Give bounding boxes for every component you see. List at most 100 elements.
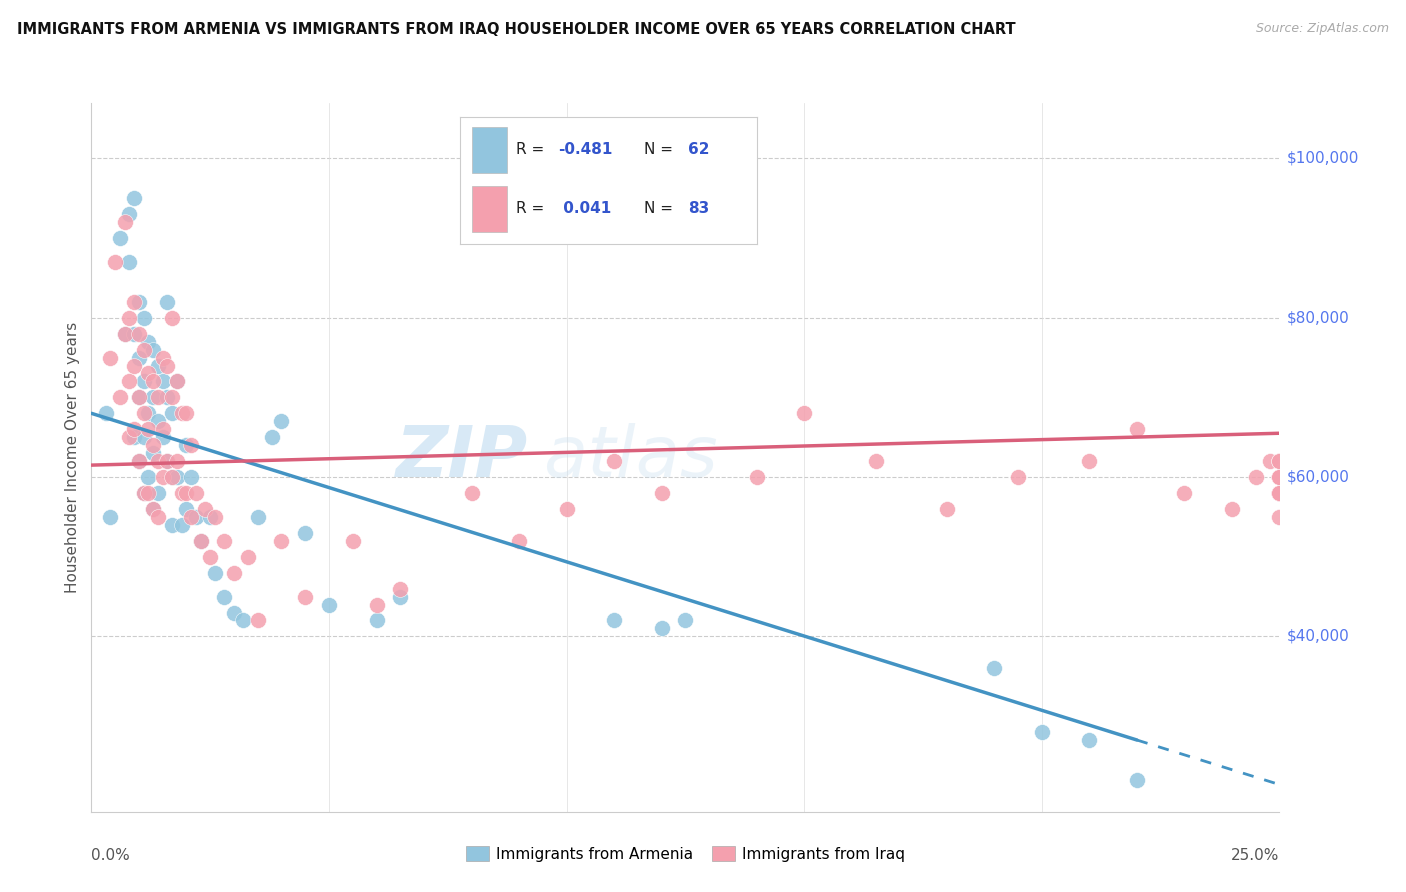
- Point: [555, 502, 578, 516]
- Point: [651, 622, 673, 636]
- Point: [603, 454, 626, 468]
- Point: [132, 406, 155, 420]
- Point: [128, 326, 150, 341]
- Point: [146, 414, 169, 428]
- Point: [180, 509, 202, 524]
- Text: $100,000: $100,000: [1286, 151, 1358, 166]
- Point: [122, 430, 145, 444]
- Point: [108, 391, 131, 405]
- Point: [190, 533, 212, 548]
- Point: [983, 661, 1005, 675]
- Point: [1268, 470, 1291, 484]
- Point: [460, 486, 482, 500]
- Point: [270, 533, 292, 548]
- Point: [156, 391, 179, 405]
- Point: [114, 326, 136, 341]
- Point: [935, 502, 957, 516]
- Point: [132, 486, 155, 500]
- Point: [1078, 733, 1101, 747]
- Point: [1007, 470, 1029, 484]
- Point: [1268, 470, 1291, 484]
- Point: [122, 422, 145, 436]
- Point: [508, 533, 530, 548]
- Point: [1078, 454, 1101, 468]
- Text: ZIP: ZIP: [396, 423, 529, 491]
- Point: [184, 486, 207, 500]
- Point: [146, 486, 169, 500]
- Point: [214, 590, 236, 604]
- Point: [1268, 454, 1291, 468]
- Point: [294, 590, 316, 604]
- Point: [160, 391, 183, 405]
- Point: [138, 334, 160, 349]
- Point: [118, 375, 141, 389]
- Point: [100, 351, 122, 365]
- Point: [204, 566, 226, 580]
- Point: [142, 375, 165, 389]
- Point: [204, 509, 226, 524]
- Point: [132, 375, 155, 389]
- Point: [152, 430, 174, 444]
- Point: [152, 351, 174, 365]
- Point: [142, 446, 165, 460]
- Point: [114, 215, 136, 229]
- Point: [114, 326, 136, 341]
- Point: [200, 509, 222, 524]
- Point: [94, 406, 117, 420]
- Text: atlas: atlas: [543, 423, 717, 491]
- Point: [1268, 509, 1291, 524]
- Point: [122, 359, 145, 373]
- Text: $80,000: $80,000: [1286, 310, 1350, 326]
- Point: [138, 406, 160, 420]
- Point: [166, 454, 188, 468]
- Point: [146, 391, 169, 405]
- Text: 25.0%: 25.0%: [1232, 847, 1279, 863]
- Point: [1258, 454, 1281, 468]
- Point: [180, 438, 202, 452]
- Point: [142, 438, 165, 452]
- Point: [342, 533, 364, 548]
- Point: [366, 614, 388, 628]
- Point: [1220, 502, 1243, 516]
- Point: [176, 502, 198, 516]
- Point: [146, 454, 169, 468]
- Point: [108, 231, 131, 245]
- Point: [200, 549, 222, 564]
- Point: [1031, 725, 1053, 739]
- Point: [222, 566, 245, 580]
- Point: [318, 598, 340, 612]
- Point: [1268, 486, 1291, 500]
- Point: [294, 525, 316, 540]
- Point: [1173, 486, 1195, 500]
- Point: [122, 294, 145, 309]
- Point: [170, 486, 193, 500]
- Point: [146, 509, 169, 524]
- Point: [118, 430, 141, 444]
- Point: [166, 470, 188, 484]
- Point: [156, 454, 179, 468]
- Point: [132, 343, 155, 357]
- Legend: Immigrants from Armenia, Immigrants from Iraq: Immigrants from Armenia, Immigrants from…: [460, 840, 911, 868]
- Point: [270, 414, 292, 428]
- Point: [1126, 422, 1149, 436]
- Point: [194, 502, 217, 516]
- Point: [118, 255, 141, 269]
- Point: [176, 438, 198, 452]
- Point: [170, 517, 193, 532]
- Point: [128, 391, 150, 405]
- Point: [603, 614, 626, 628]
- Point: [118, 310, 141, 325]
- Point: [128, 391, 150, 405]
- Point: [246, 614, 269, 628]
- Point: [142, 391, 165, 405]
- Point: [1268, 486, 1291, 500]
- Point: [176, 486, 198, 500]
- Point: [1244, 470, 1267, 484]
- Point: [1126, 772, 1149, 787]
- Point: [184, 509, 207, 524]
- Text: $60,000: $60,000: [1286, 469, 1350, 484]
- Point: [132, 310, 155, 325]
- Point: [1268, 454, 1291, 468]
- Point: [142, 502, 165, 516]
- Point: [138, 422, 160, 436]
